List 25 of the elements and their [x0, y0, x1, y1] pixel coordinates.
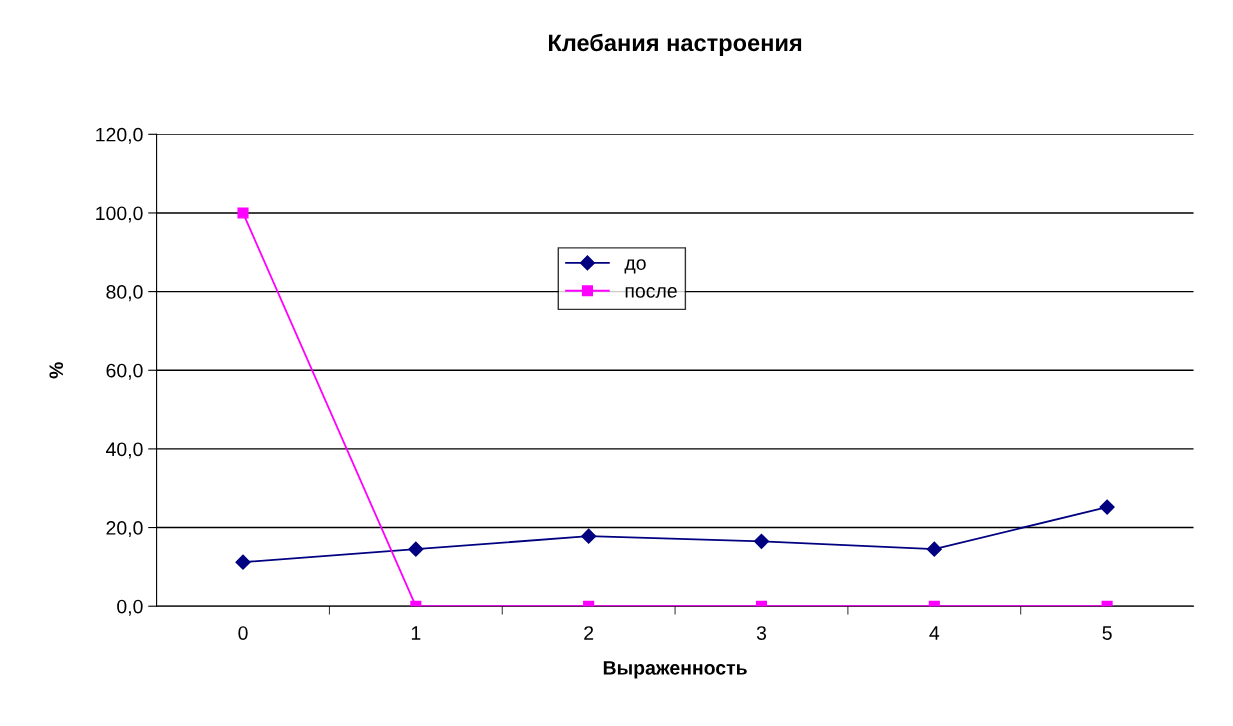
y-tick-label: 100,0 [96, 206, 143, 223]
x-tick-label: 4 [929, 626, 940, 640]
y-tick-label: 120,0 [96, 127, 143, 144]
chart-title: Клебания настроения [548, 33, 802, 56]
point [408, 541, 424, 557]
x-tick-label: 0 [238, 626, 248, 640]
point [237, 207, 249, 219]
y-axis-title: % [49, 362, 64, 379]
y-tick-label: 60,0 [106, 363, 143, 380]
legend-label: после [625, 287, 677, 298]
x-axis-title: Выраженность [603, 661, 747, 679]
x-tick-label: 3 [756, 626, 767, 640]
x-tick-label: 1 [411, 626, 421, 640]
y-tick-label: 80,0 [106, 285, 143, 302]
y-tick-label: 0,0 [117, 599, 143, 616]
point [235, 554, 251, 570]
y-tick-label: 40,0 [106, 442, 143, 459]
y-tick-label: 20,0 [106, 521, 143, 538]
point [753, 533, 770, 549]
point [926, 541, 942, 557]
x-tick-label: 5 [1102, 626, 1112, 640]
x-tick-label: 2 [584, 626, 594, 640]
point [1099, 499, 1115, 515]
point [581, 528, 597, 544]
legend-label: до [624, 259, 646, 274]
